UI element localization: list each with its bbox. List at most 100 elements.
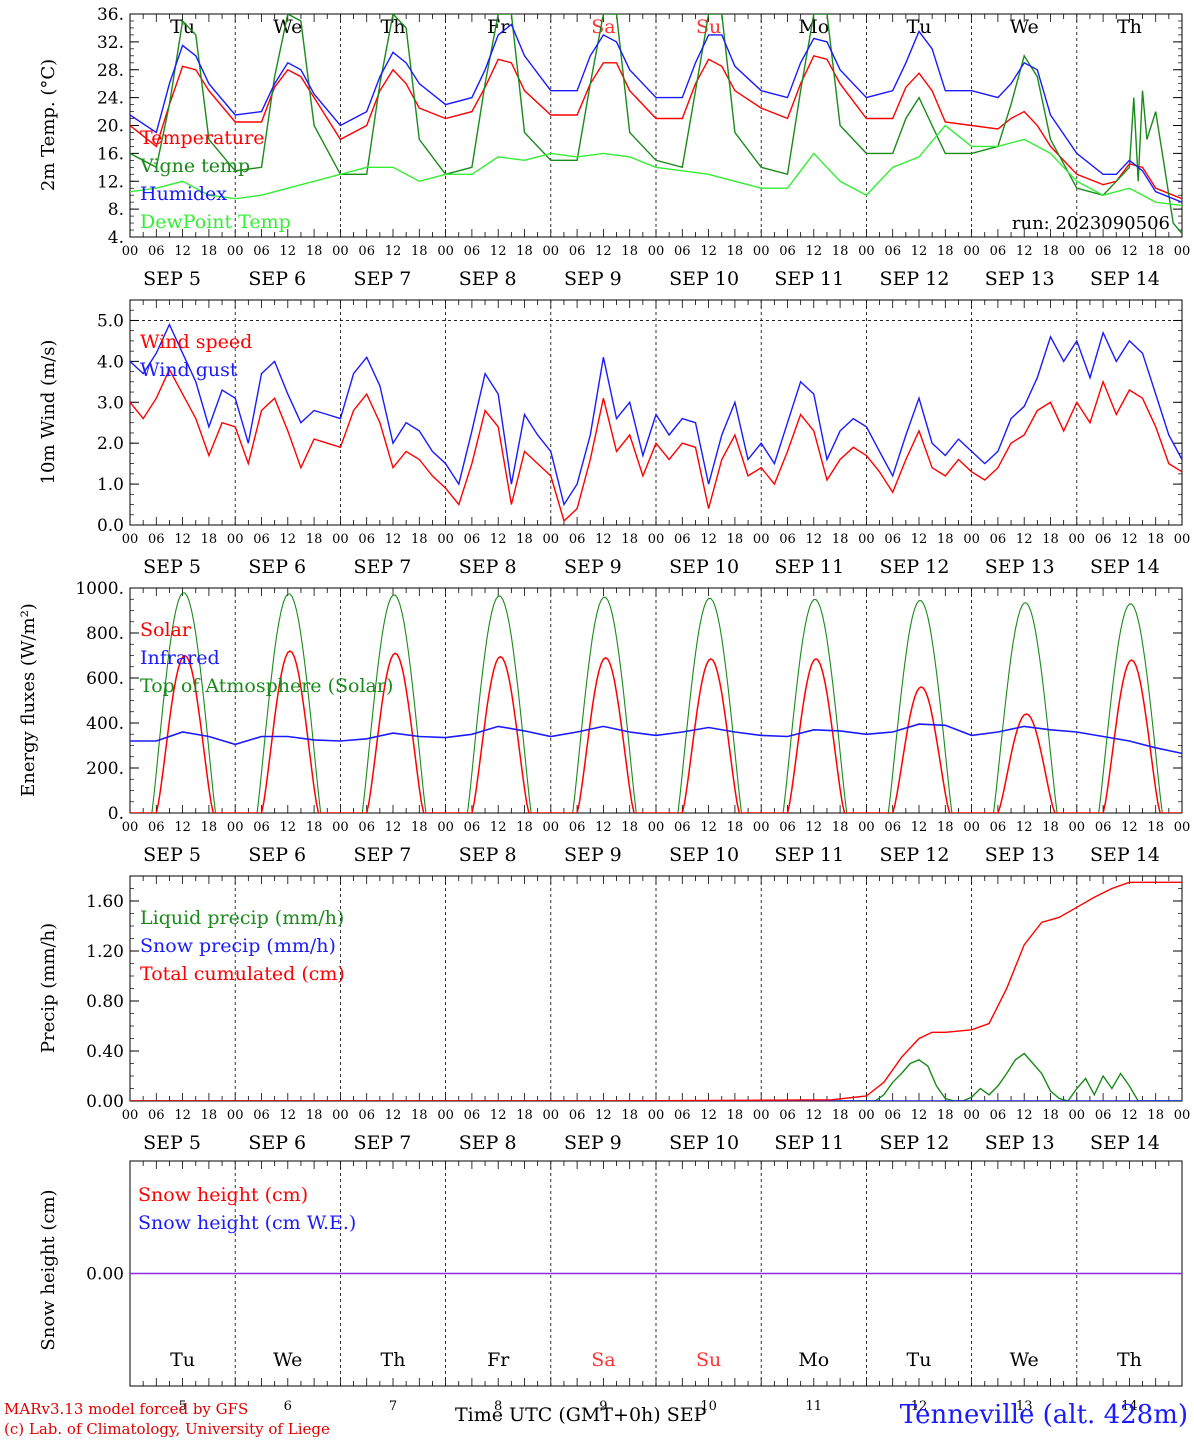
hour-tick-label: 06 [569,532,586,547]
hour-tick-label: 00 [1174,244,1191,259]
series-line-red [130,367,1182,523]
y-tick-label: 0. [108,804,124,824]
date-label: SEP 7 [354,268,412,290]
date-label: SEP 13 [985,268,1055,290]
hour-tick-label: 00 [858,820,875,835]
hour-tick-label: 18 [201,532,218,547]
hour-tick-label: 18 [516,244,533,259]
hour-tick-label: 00 [648,820,665,835]
hour-tick-label: 18 [1147,244,1164,259]
hour-tick-label: 00 [753,244,770,259]
hour-tick-label: 12 [911,532,928,547]
y-axis-label: 2m Temp. (°C) [38,59,59,191]
hour-tick-label: 00 [648,532,665,547]
y-tick-label: 1.0 [97,475,124,495]
hour-tick-label: 00 [437,1108,454,1123]
hour-tick-label: 18 [1147,532,1164,547]
date-label: SEP 11 [774,268,844,290]
hour-tick-label: 18 [516,820,533,835]
hour-tick-label: 06 [569,1108,586,1123]
hour-tick-label: 18 [937,820,954,835]
series-line-red [130,54,1182,200]
hour-tick-label: 18 [621,1108,638,1123]
hour-tick-label: 12 [806,820,823,835]
series-line-darkgreen [130,14,1182,234]
hour-tick-label: 18 [1042,532,1059,547]
hour-tick-label: 18 [832,820,849,835]
hour-tick-label: 12 [1121,820,1138,835]
hour-tick-label: 12 [280,244,297,259]
hour-tick-label: 12 [280,1108,297,1123]
hour-tick-label: 00 [332,244,349,259]
hour-tick-label: 06 [990,1108,1007,1123]
y-tick-label: 4. [108,228,124,248]
hour-tick-label: 12 [911,820,928,835]
hour-tick-label: 12 [280,532,297,547]
hour-tick-label: 12 [700,1108,717,1123]
hour-tick-label: 12 [700,244,717,259]
date-label: SEP 14 [1090,844,1160,866]
hour-tick-label: 00 [332,820,349,835]
hour-tick-label: 18 [201,820,218,835]
day-number-label: 5 [178,1399,186,1414]
hour-tick-label: 00 [753,532,770,547]
panel-precip: 0.00 0.40 0.80 1.20 1.60 Precip (mm/h) 00 06 12 1… [38,875,1190,1154]
hour-tick-label: 12 [385,820,402,835]
legend-entry: Humidex [140,183,227,205]
legend-entry: Solar [140,619,192,641]
hour-tick-label: 06 [990,244,1007,259]
hour-tick-label: 00 [437,244,454,259]
weekday-label: Th [1117,16,1142,38]
hour-tick-label: 00 [1069,244,1086,259]
hour-tick-label: 00 [543,244,560,259]
hour-tick-label: 18 [832,244,849,259]
plot-frame [129,13,1183,238]
series-line-blue [130,322,1182,507]
date-label: SEP 9 [564,556,622,578]
day-number-label: 13 [1016,1399,1033,1414]
hour-tick-label: 18 [832,1108,849,1123]
plot-frame [129,299,1183,526]
hour-tick-label: 12 [700,820,717,835]
hour-tick-label: 06 [779,244,796,259]
legend-entry: Infrared [140,647,220,669]
legend-entry: Snow height (cm W.E.) [138,1212,356,1234]
hour-tick-label: 00 [858,532,875,547]
hour-tick-label: 00 [648,1108,665,1123]
hour-tick-label: 00 [1069,1108,1086,1123]
hour-tick-label: 12 [280,820,297,835]
hour-tick-label: 18 [1042,244,1059,259]
date-label: SEP 8 [459,268,517,290]
day-number-label: 10 [700,1399,717,1414]
hour-tick-label: 06 [779,1108,796,1123]
hour-tick-label: 00 [122,820,139,835]
infrared-line [130,723,1182,755]
hour-tick-label: 18 [727,244,744,259]
hour-tick-label: 00 [963,244,980,259]
hour-tick-label: 18 [621,532,638,547]
legend-entry: Wind gust [140,359,238,381]
hour-tick-label: 12 [806,532,823,547]
weekday-label: Sa [591,1349,615,1371]
hour-tick-label: 06 [358,244,375,259]
y-tick-label: 32. [97,33,124,53]
hour-tick-label: 00 [753,820,770,835]
date-label: SEP 12 [880,844,950,866]
hour-tick-label: 12 [806,244,823,259]
weekday-label: Tu [907,16,932,38]
date-label: SEP 9 [564,844,622,866]
hour-tick-label: 06 [569,820,586,835]
hour-tick-label: 12 [700,532,717,547]
hour-tick-label: 06 [884,532,901,547]
hour-tick-label: 12 [595,244,612,259]
y-tick-label: 0.40 [86,1042,124,1062]
hour-tick-label: 00 [122,532,139,547]
hour-tick-label: 00 [1069,532,1086,547]
weekday-label: Th [1117,1349,1142,1371]
hour-tick-label: 00 [122,1108,139,1123]
hour-tick-label: 06 [253,532,270,547]
hour-tick-label: 12 [490,244,507,259]
model-credit: MARv3.13 model forced by GFS [4,1400,249,1418]
hour-tick-label: 06 [1095,532,1112,547]
weekday-label: We [273,16,302,38]
